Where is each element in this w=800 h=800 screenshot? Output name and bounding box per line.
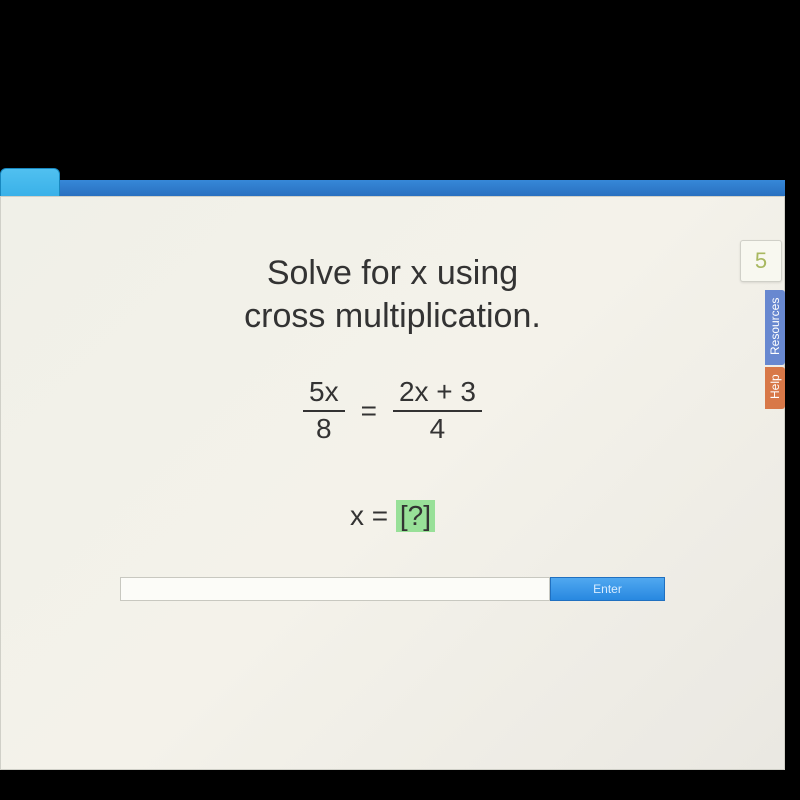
- tab-help[interactable]: Help: [765, 367, 785, 409]
- window-title-bar: [0, 180, 785, 196]
- score-box: 5: [740, 240, 782, 282]
- side-tabs: Resources Help: [765, 290, 785, 411]
- fraction-right: 2x + 3 4: [393, 377, 482, 445]
- right-numerator: 2x + 3: [393, 377, 482, 410]
- tab-resources[interactable]: Resources: [765, 290, 785, 365]
- fraction-left: 5x 8: [303, 377, 345, 445]
- title-line-2: cross multiplication.: [1, 295, 784, 338]
- left-numerator: 5x: [303, 377, 345, 410]
- answer-placeholder-box[interactable]: [?]: [396, 500, 435, 532]
- right-denominator: 4: [424, 412, 452, 445]
- input-row: Enter: [1, 577, 784, 601]
- answer-row: x = [?]: [1, 500, 784, 532]
- answer-input[interactable]: [120, 577, 550, 601]
- main-content-area: Solve for x using cross multiplication. …: [0, 196, 785, 770]
- problem-title: Solve for x using cross multiplication.: [1, 252, 784, 337]
- left-denominator: 8: [310, 412, 338, 445]
- answer-prefix: x =: [350, 500, 396, 531]
- black-border-bottom: [0, 770, 800, 800]
- black-border-top: [0, 0, 800, 180]
- problem-container: Solve for x using cross multiplication. …: [1, 197, 784, 601]
- equals-sign: =: [355, 395, 383, 427]
- black-border-right: [785, 0, 800, 800]
- enter-button[interactable]: Enter: [550, 577, 665, 601]
- score-value: 5: [755, 248, 767, 274]
- title-line-1: Solve for x using: [1, 252, 784, 295]
- equation: 5x 8 = 2x + 3 4: [1, 377, 784, 445]
